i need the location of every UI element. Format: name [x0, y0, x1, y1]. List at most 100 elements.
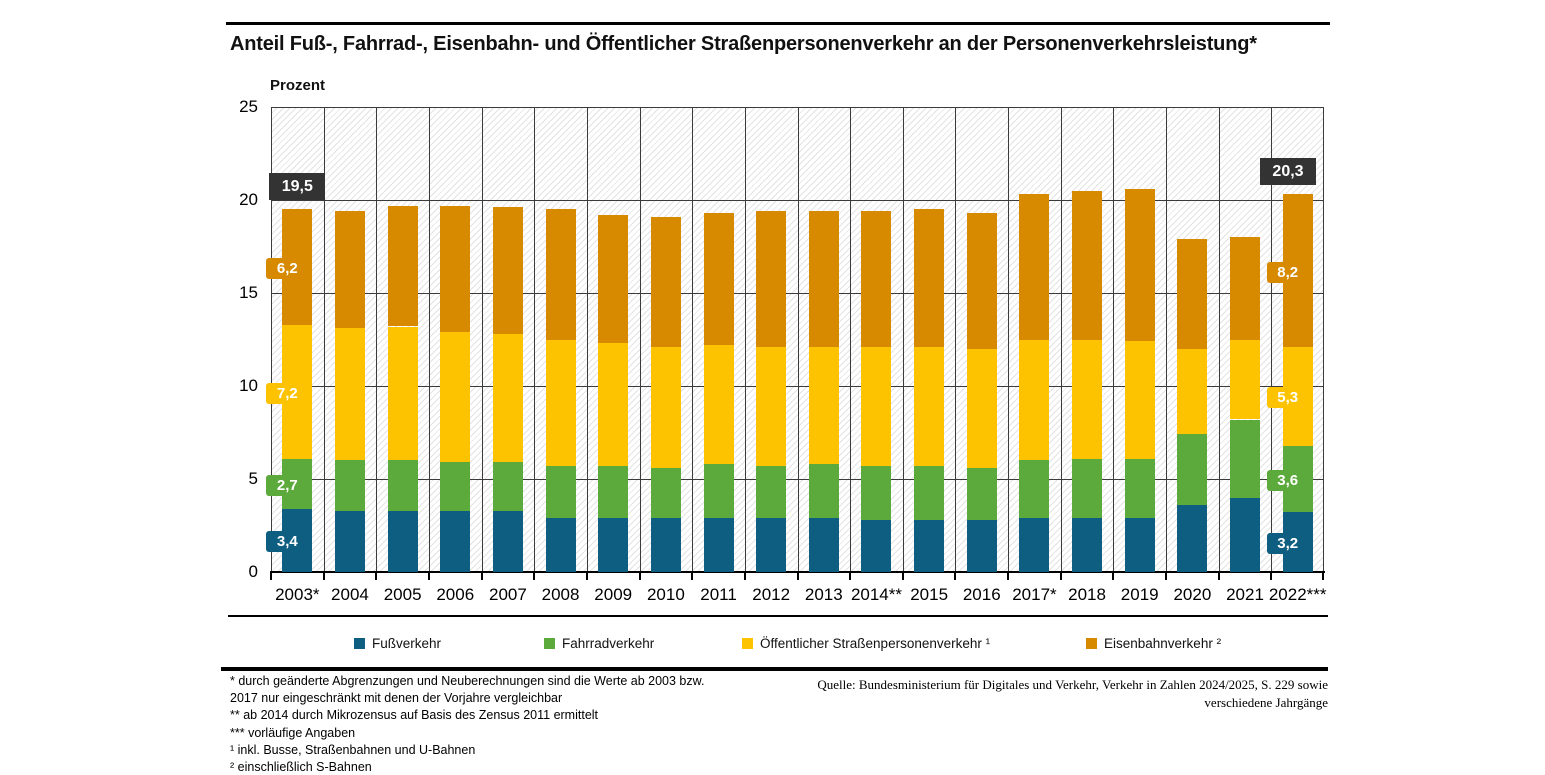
x-tick-label: 2020: [1173, 585, 1212, 604]
source-line-2: verschiedene Jahrgänge: [1204, 695, 1328, 710]
bar-segment-fahrradverkehr: [1124, 458, 1155, 519]
bar-segment-eisenbahnverkehr: [387, 205, 418, 327]
bar-segment-fussverkehr: [334, 510, 365, 572]
footnote-line-2: 2017 nur eingeschränkt mit denen der Vor…: [230, 691, 563, 706]
legend-label-oespv: Öffentlicher Straßenpersonenverkehr ¹: [760, 636, 991, 651]
x-tick-label: 2005: [383, 585, 422, 604]
x-tick-label: 2003*: [275, 585, 320, 604]
column-grid-line: [850, 107, 851, 572]
bar-segment-oespv: [756, 346, 787, 466]
column-grid-line: [482, 107, 483, 572]
column-grid-line: [1219, 107, 1220, 572]
bar-segment-oespv: [650, 346, 681, 468]
bar-segment-eisenbahnverkehr: [1230, 237, 1261, 340]
bar-segment-fussverkehr: [1019, 518, 1050, 572]
bar-segment-eisenbahnverkehr: [492, 207, 523, 334]
bar-segment-oespv: [1019, 339, 1050, 461]
column-grid-line: [640, 107, 641, 572]
legend-label-fussverkehr: Fußverkehr: [372, 636, 442, 651]
gridline-25: [271, 107, 1324, 108]
footnote-line-1: * durch geänderte Abgrenzungen und Neube…: [230, 674, 705, 688]
bar-segment-oespv: [966, 348, 997, 468]
x-axis-tick: [270, 572, 272, 580]
y-tick-label: 25: [239, 97, 258, 116]
bar-segment-fussverkehr: [703, 518, 734, 572]
column-grid-line: [745, 107, 746, 572]
bar-segment-oespv: [440, 332, 471, 463]
source-text: Quelle: Bundesministerium für Digitales …: [817, 676, 1328, 712]
chart-title: Anteil Fuß-, Fahrrad-, Eisenbahn- und Öf…: [230, 33, 1257, 55]
column-grid-line: [692, 107, 693, 572]
x-axis-tick: [639, 572, 641, 580]
bar-segment-oespv: [545, 339, 576, 466]
legend-swatch-fussverkehr: [354, 638, 365, 649]
legend-swatch-oespv: [742, 638, 753, 649]
bar-segment-oespv: [703, 345, 734, 465]
total-value-label: 20,3: [1260, 158, 1316, 186]
segment-value-label-oespv: 7,2: [266, 382, 309, 404]
column-grid-line: [324, 107, 325, 572]
bar-segment-fussverkehr: [1072, 518, 1103, 572]
column-grid-line: [534, 107, 535, 572]
bar-segment-fahrradverkehr: [966, 467, 997, 520]
x-axis-tick: [1112, 572, 1114, 580]
x-tick-label: 2019: [1120, 585, 1159, 604]
bar-segment-oespv: [914, 346, 945, 466]
footnotes: * durch geänderte Abgrenzungen und Neube…: [230, 673, 704, 775]
x-axis-tick: [1007, 572, 1009, 580]
legend: Fußverkehr Fahrradverkehr Öffentlicher Str…: [215, 634, 1330, 658]
bar-segment-fussverkehr: [492, 510, 523, 572]
x-axis-tick: [954, 572, 956, 580]
bar-segment-eisenbahnverkehr: [334, 211, 365, 329]
footnote-line-4: *** vorläufige Angaben: [230, 725, 356, 740]
x-tick-label: 2010: [646, 585, 685, 604]
bar-segment-eisenbahnverkehr: [650, 216, 681, 347]
column-grid-line: [798, 107, 799, 572]
bar-segment-fussverkehr: [387, 510, 418, 572]
bar-segment-oespv: [1072, 339, 1103, 459]
bar-segment-fahrradverkehr: [1177, 434, 1208, 506]
source-line-1: Quelle: Bundesministerium für Digitales …: [817, 677, 1328, 692]
x-tick-label: 2007: [489, 585, 527, 604]
column-grid-line: [587, 107, 588, 572]
bar-segment-eisenbahnverkehr: [966, 213, 997, 349]
bar-segment-fussverkehr: [1230, 497, 1261, 572]
bar-segment-eisenbahnverkehr: [808, 211, 839, 347]
x-axis-tick: [797, 572, 799, 580]
column-grid-line: [1061, 107, 1062, 572]
x-axis-tick: [1165, 572, 1167, 580]
bar-segment-eisenbahnverkehr: [756, 211, 787, 347]
x-tick-label: 2016: [962, 585, 1001, 604]
x-axis-tick: [744, 572, 746, 580]
x-axis-tick: [586, 572, 588, 580]
bar-segment-fahrradverkehr: [492, 462, 523, 511]
column-grid-line: [1166, 107, 1167, 572]
bar-segment-fahrradverkehr: [808, 464, 839, 519]
gridline-10: [271, 386, 1324, 387]
legend-item-fussverkehr: Fußverkehr: [354, 636, 441, 651]
bar-segment-eisenbahnverkehr: [545, 209, 576, 340]
x-tick-label: 2006: [436, 585, 475, 604]
bar-segment-fahrradverkehr: [650, 467, 681, 519]
column-grid-line: [1113, 107, 1114, 572]
bar-segment-fussverkehr: [914, 519, 945, 572]
bar-segment-fahrradverkehr: [1072, 458, 1103, 519]
x-axis-tick: [691, 572, 693, 580]
footnote-line-6: ² einschließlich S-Bahnen: [230, 760, 372, 775]
bar-segment-fussverkehr: [808, 518, 839, 572]
x-axis-line: [270, 570, 1325, 573]
bar-segment-oespv: [334, 328, 365, 461]
bar-segment-oespv: [387, 326, 418, 461]
segment-value-label-eisenbahnverkehr: 8,2: [1266, 261, 1309, 283]
segment-value-label-eisenbahnverkehr: 6,2: [266, 257, 309, 279]
y-tick-label: 15: [239, 283, 258, 302]
legend-label-eisenbahnverkehr: Eisenbahnverkehr ²: [1104, 636, 1222, 651]
x-tick-label: 2015: [910, 585, 949, 604]
column-grid-line: [429, 107, 430, 572]
bar-segment-eisenbahnverkehr: [703, 213, 734, 346]
gridline-20: [271, 200, 1324, 201]
footnote-line-3: ** ab 2014 durch Mikrozensus auf Basis d…: [230, 708, 599, 723]
column-grid-line: [376, 107, 377, 572]
bar-segment-fahrradverkehr: [914, 465, 945, 520]
segment-value-label-fussverkehr: 3,2: [1266, 533, 1309, 555]
